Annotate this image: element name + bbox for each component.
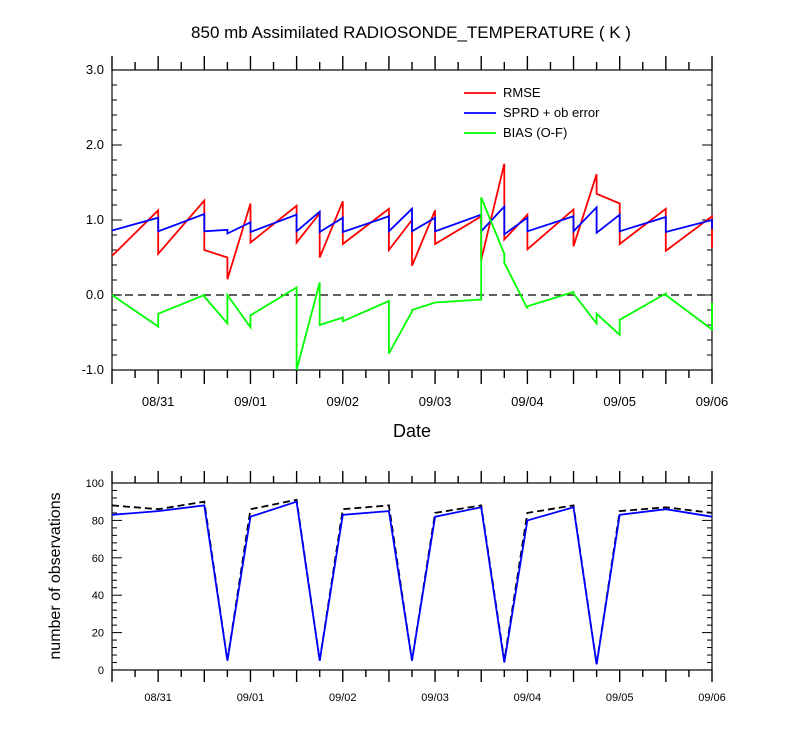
legend-label: SPRD + ob error [503,105,600,120]
p1-series-observations-used [111,500,713,665]
legend: RMSE SPRD + ob error BIAS (O-F) [464,85,600,140]
p0-x-tick-label: 08/31 [142,394,175,409]
p0-y-tick-label: 1.0 [86,212,104,227]
top-chart-title: 850 mb Assimilated RADIOSONDE_TEMPERATUR… [191,23,631,42]
p1-y-tick-label: 40 [92,590,104,602]
p1-x-tick-label: 09/01 [237,692,265,704]
p1-x-tick-label: 09/06 [698,692,726,704]
legend-label: RMSE [503,85,541,100]
top-chart: 850 mb Assimilated RADIOSONDE_TEMPERATUR… [82,23,729,441]
p1-x-tick-label: 09/05 [606,692,634,704]
p0-x-tick-label: 09/03 [419,394,452,409]
p0-series-bias-o-f [111,197,713,371]
p0-x-tick-label: 09/06 [696,394,729,409]
p1-y-tick-label: 20 [92,628,104,640]
y-axis-label: number of observations [47,492,64,659]
x-axis-label: Date [393,421,431,441]
p1-x-tick-label: 09/04 [514,692,542,704]
legend-label: BIAS (O-F) [503,125,567,140]
p1-y-tick-label: 0 [98,665,104,677]
p0-y-tick-label: -1.0 [82,362,104,377]
p0-x-tick-label: 09/02 [326,394,359,409]
p1-y-tick-label: 60 [92,553,104,565]
p1-y-tick-label: 100 [86,478,104,490]
top-ticks: -1.0 0.0 1.0 2.0 3.0 08/31 09/01 09/02 09/03 09/0… [82,56,729,409]
p1-x-tick-label: 08/31 [144,692,172,704]
p1-series-total-observations [111,498,713,665]
p0-x-tick-label: 09/01 [234,394,267,409]
p0-x-tick-label: 09/05 [603,394,636,409]
bottom-ticks: 0 20 40 60 80 100 08/31 09/01 09/02 09/03 09/04 09/… [86,471,726,704]
top-series-group [111,163,713,371]
p0-y-tick-label: 3.0 [86,62,104,77]
p0-series-rmse [111,163,713,280]
p0-x-tick-label: 09/04 [511,394,544,409]
p0-y-tick-label: 0.0 [86,287,104,302]
p0-series-sprd-ob-error [111,204,713,237]
p1-y-tick-label: 80 [92,515,104,527]
bottom-chart: 0 20 40 60 80 100 08/31 09/01 09/02 09/03 09/04 09/… [47,471,726,704]
p1-x-tick-label: 09/03 [421,692,449,704]
p0-y-tick-label: 2.0 [86,137,104,152]
p1-x-tick-label: 09/02 [329,692,357,704]
bottom-series-group [111,498,713,665]
